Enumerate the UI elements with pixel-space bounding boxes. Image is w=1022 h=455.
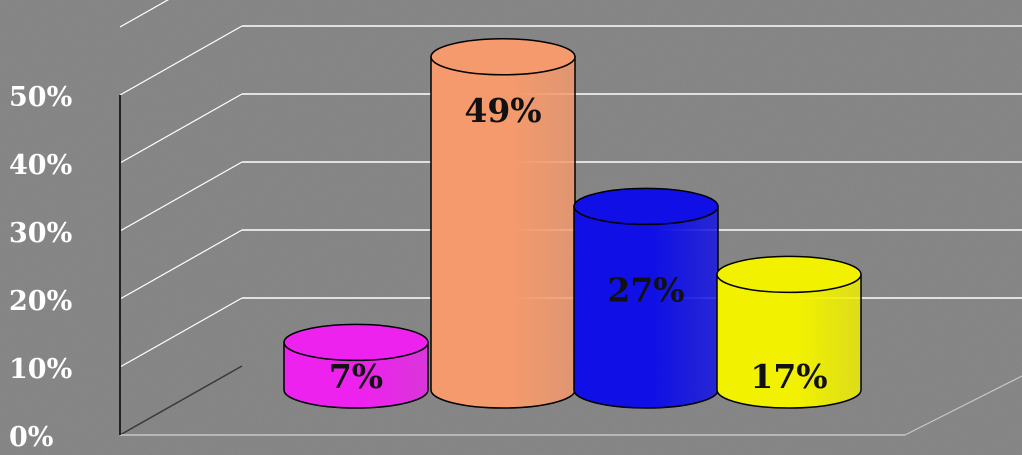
gridline-side	[119, 161, 243, 232]
data-label: 49%	[464, 91, 541, 130]
bar-top	[430, 38, 576, 76]
y-tick-label: 0%	[9, 422, 53, 453]
data-label: 17%	[750, 357, 827, 396]
y-tick-labels: 0% 10% 20% 30% 40% 50%	[9, 82, 72, 453]
y-tick-label: 30%	[9, 218, 72, 249]
floor-right-edge	[904, 375, 1022, 436]
bars	[283, 38, 862, 409]
bar-cylinder	[283, 323, 429, 409]
floor-side-edge	[119, 365, 243, 436]
gridline-side	[119, 93, 243, 164]
bar-top	[716, 255, 862, 294]
bar-top	[573, 187, 719, 226]
bar-body	[716, 273, 862, 409]
gridline-side	[119, 25, 243, 96]
y-tick-label: 10%	[9, 354, 72, 385]
bar-cylinder	[430, 38, 576, 409]
gridline-side	[119, 229, 243, 300]
bar-body	[430, 56, 576, 409]
bar-body	[573, 205, 719, 409]
data-label: 27%	[607, 270, 684, 309]
gridlines	[119, 0, 1022, 436]
bar-cylinder	[716, 255, 862, 409]
y-tick-label: 40%	[9, 150, 72, 181]
y-tick-label: 50%	[9, 82, 72, 113]
data-label: 7%	[329, 357, 383, 396]
bar-top	[283, 323, 429, 362]
data-labels: 7% 49% 27% 17%	[329, 91, 828, 396]
gridline-side	[119, 297, 243, 368]
y-tick-label: 20%	[9, 286, 72, 317]
gridline-side	[119, 0, 169, 28]
bar-body	[283, 341, 429, 409]
bar-cylinder	[573, 187, 719, 409]
